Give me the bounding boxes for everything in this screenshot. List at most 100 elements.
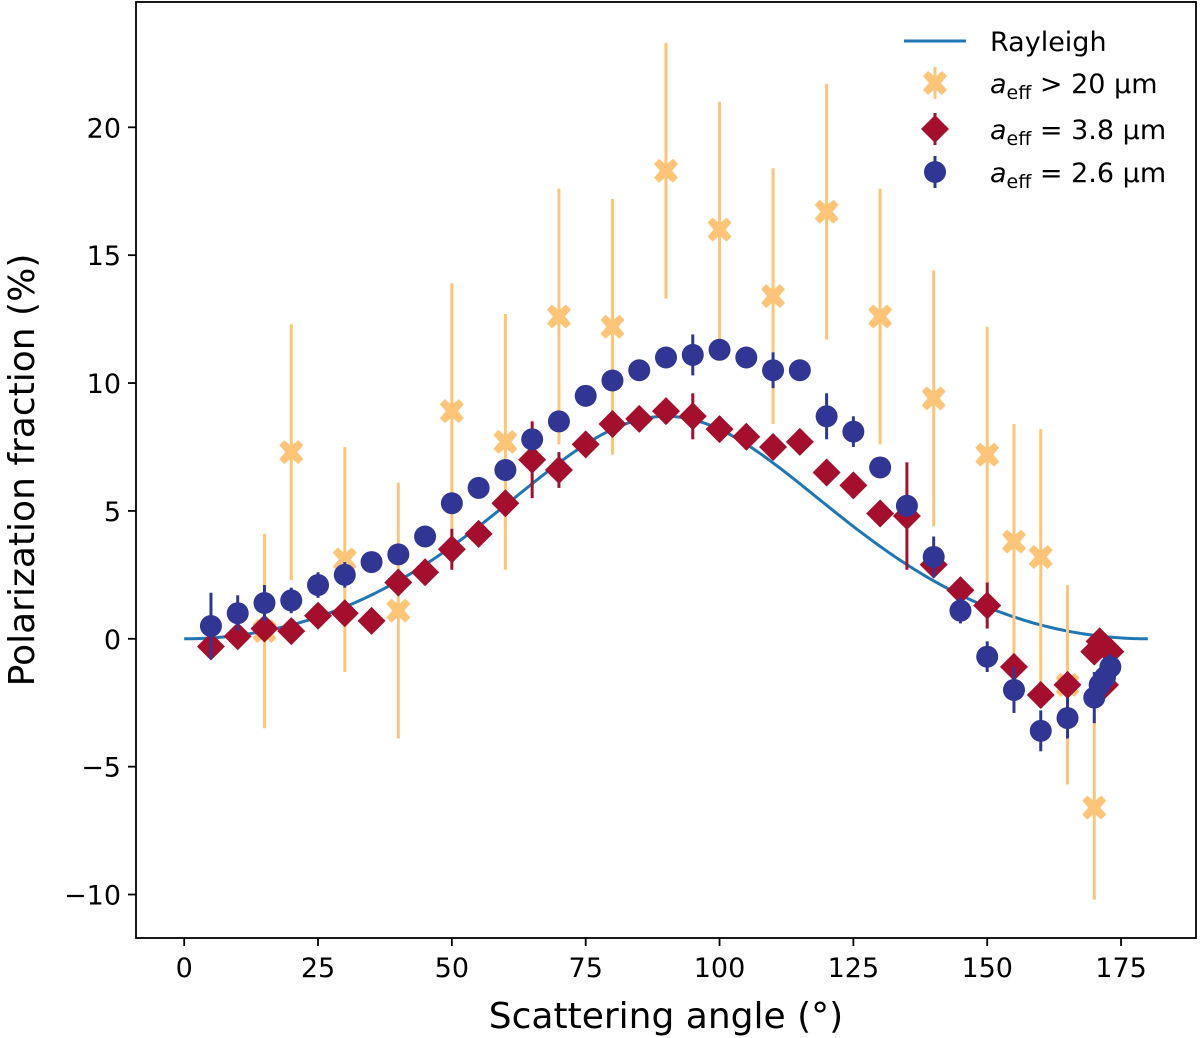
y-axis-ticks: −10 −5 0 5 10 15 20 [64,113,136,912]
data-point [1082,795,1107,820]
data-point [949,599,972,622]
y-tick-label: −5 [81,753,121,784]
data-point [946,576,975,605]
x-axis-ticks: 0 25 50 75 100 125 150 175 [176,938,1147,984]
data-point [973,591,1002,620]
data-point [815,405,838,428]
data-point [812,458,841,487]
legend-swatch-marker [923,71,947,95]
data-point [762,359,785,382]
plot-frame [135,1,1197,939]
data-point [678,402,707,431]
x-tick-label: 25 [301,953,335,984]
data-point [439,399,464,424]
data-point [976,645,999,668]
data-point [518,445,547,474]
data-point [277,617,306,646]
data-point [895,494,918,517]
data-point [732,422,761,451]
data-point [521,428,544,451]
legend-swatch-marker [924,161,946,183]
data-point [707,217,732,242]
legend-item-rayleigh: Rayleigh [904,27,1107,58]
data-point [1099,655,1122,678]
data-point [1029,719,1052,742]
data-point [598,409,627,438]
data-point [547,410,570,433]
data-point [921,386,946,411]
y-tick-label: −10 [64,881,121,912]
data-point [440,492,463,515]
x-tick-label: 75 [569,953,603,984]
data-point [494,459,517,481]
data-point [387,543,410,566]
data-point [625,404,654,433]
data-point [681,343,704,366]
data-point [1002,678,1025,701]
data-point [1053,670,1082,699]
x-axis-label: Scattering angle (°) [489,996,843,1037]
data-point [839,471,868,500]
data-point [199,615,222,637]
data-point [761,284,786,309]
series-aeff-2p6um [199,334,1122,752]
data-point [652,397,680,426]
data-point [705,415,734,444]
data-point [280,589,303,612]
data-point [411,558,440,587]
data-point [384,568,413,597]
data-point [708,338,731,361]
data-point [655,346,677,369]
data-point [330,599,359,628]
data-point [869,456,892,479]
data-point [437,535,466,564]
data-point [546,304,571,329]
y-tick-label: 0 [104,625,121,656]
data-point [571,430,600,459]
legend-swatch-marker [921,115,949,143]
data-point [1056,707,1079,730]
data-point [307,574,330,597]
data-point [788,359,811,382]
data-point [785,427,814,456]
legend-label-aeff-2p6um: aeff = 2.6 μm [990,158,1166,193]
data-point [868,304,893,329]
y-tick-label: 15 [87,241,121,272]
data-point [467,476,490,499]
data-point [544,456,573,484]
legend-item-aeff-3p8um: aeff = 3.8 μm [921,113,1166,150]
x-tick-label: 175 [1095,953,1147,984]
x-tick-label: 0 [176,953,193,984]
data-point [1028,544,1053,569]
y-tick-label: 10 [87,369,121,400]
data-point [304,601,333,630]
legend-label-aeff-3p8um: aeff = 3.8 μm [990,115,1166,150]
y-tick-label: 5 [104,497,121,528]
data-point [491,489,520,518]
data-point [493,429,518,454]
data-point [332,547,357,572]
data-point [814,199,839,224]
data-point [464,519,493,548]
data-point [601,369,624,392]
data-point [414,525,437,548]
legend-item-aeff-2p6um: aeff = 2.6 μm [924,156,1166,193]
data-point [975,442,1000,467]
legend-item-aeff-gt-20um: aeff > 20 μm [923,67,1158,104]
x-tick-label: 150 [961,953,1013,984]
x-tick-label: 125 [828,953,880,984]
data-point [1026,681,1055,710]
data-point [253,591,276,614]
data-point [360,551,383,574]
data-point [250,614,279,643]
data-point [654,158,678,183]
data-point [357,606,386,635]
x-tick-label: 50 [435,953,469,984]
legend-label-rayleigh: Rayleigh [990,27,1107,58]
legend: Rayleigh aeff > 20 μm aeff = 3.8 μm aeff = … [904,27,1166,193]
y-axis-label: Polarization fraction (%) [2,254,43,687]
x-tick-label: 100 [694,953,746,984]
